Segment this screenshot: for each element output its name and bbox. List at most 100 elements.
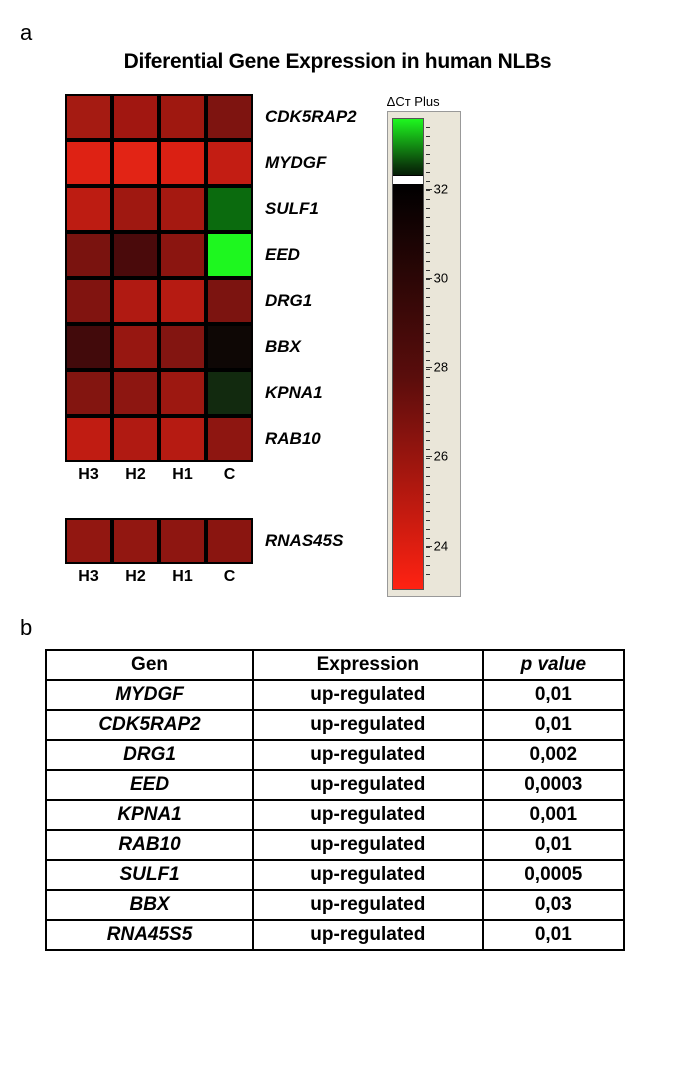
heatmap-row-label: EED <box>253 232 357 278</box>
table-cell-gene: CDK5RAP2 <box>46 710 253 740</box>
heatmap-cell <box>206 416 253 462</box>
heatmap-cell <box>159 232 206 278</box>
table-cell-expression: up-regulated <box>253 770 483 800</box>
table-cell-gene: MYDGF <box>46 680 253 710</box>
heatmap-cell <box>159 416 206 462</box>
panel-a: CDK5RAP2MYDGFSULF1EEDDRG1BBXKPNA1RAB10 H… <box>20 94 655 597</box>
colorbar-tick-label: 26 <box>434 449 448 464</box>
heatmap-x-tick: H3 <box>65 466 112 484</box>
heatmap-row-label: CDK5RAP2 <box>253 94 357 140</box>
colorbar-tick-label: 24 <box>434 538 448 553</box>
heatmap-cell <box>112 232 159 278</box>
heatmap-main: CDK5RAP2MYDGFSULF1EEDDRG1BBXKPNA1RAB10 <box>65 94 357 462</box>
table-cell-gene: EED <box>46 770 253 800</box>
heatmap-reference: RNAS45S <box>65 518 357 564</box>
heatmap-cell <box>159 140 206 186</box>
heatmap-cell <box>112 416 159 462</box>
heatmap-cell <box>112 324 159 370</box>
heatmap-row-label: SULF1 <box>253 186 357 232</box>
heatmap-cell <box>112 94 159 140</box>
heatmap-x-tick: H1 <box>159 568 206 586</box>
table-row: MYDGFup-regulated0,01 <box>46 680 624 710</box>
table-row: RAB10up-regulated0,01 <box>46 830 624 860</box>
heatmap-row-label: BBX <box>253 324 357 370</box>
heatmap-x-tick: H3 <box>65 568 112 586</box>
panel-b-label: b <box>20 615 655 641</box>
heatmap-cell <box>159 518 206 564</box>
colorbar-tick-label: 30 <box>434 270 448 285</box>
table-row: EEDup-regulated0,0003 <box>46 770 624 800</box>
heatmap-cell <box>206 140 253 186</box>
table-cell-gene: RAB10 <box>46 830 253 860</box>
heatmap-cell <box>206 232 253 278</box>
heatmap-cell <box>206 518 253 564</box>
heatmap-row-label: RNAS45S <box>253 518 357 564</box>
heatmap-cell <box>206 278 253 324</box>
table-cell-expression: up-regulated <box>253 890 483 920</box>
heatmap-x-tick: C <box>206 466 253 484</box>
heatmap-area: CDK5RAP2MYDGFSULF1EEDDRG1BBXKPNA1RAB10 H… <box>65 94 357 586</box>
table-row: DRG1up-regulated0,002 <box>46 740 624 770</box>
figure-title: Diferential Gene Expression in human NLB… <box>20 50 655 74</box>
heatmap-cell <box>65 416 112 462</box>
table-cell-gene: DRG1 <box>46 740 253 770</box>
heatmap-row-label: DRG1 <box>253 278 357 324</box>
heatmap-x-axis: H3H2H1C <box>65 466 357 484</box>
heatmap-cell <box>65 94 112 140</box>
heatmap-cell <box>112 518 159 564</box>
table-header-pvalue: p value <box>483 650 624 680</box>
heatmap-cell <box>65 370 112 416</box>
table-row: RNA45S5up-regulated0,01 <box>46 920 624 950</box>
table-header-expression: Expression <box>253 650 483 680</box>
gene-expression-table: Gen Expression p value MYDGFup-regulated… <box>45 649 625 951</box>
heatmap-cell <box>65 518 112 564</box>
heatmap-cell <box>159 94 206 140</box>
heatmap-cell <box>112 186 159 232</box>
table-row: SULF1up-regulated0,0005 <box>46 860 624 890</box>
table-header-gene: Gen <box>46 650 253 680</box>
table-cell-gene: KPNA1 <box>46 800 253 830</box>
colorbar-tick-label: 28 <box>434 360 448 375</box>
colorbar-marker <box>393 175 423 185</box>
table-cell-gene: BBX <box>46 890 253 920</box>
heatmap-cell <box>206 186 253 232</box>
table-row: CDK5RAP2up-regulated0,01 <box>46 710 624 740</box>
heatmap-cell <box>65 186 112 232</box>
table-cell-pvalue: 0,0003 <box>483 770 624 800</box>
table-cell-pvalue: 0,002 <box>483 740 624 770</box>
heatmap-row-label: MYDGF <box>253 140 357 186</box>
heatmap-ref-x-axis: H3H2H1C <box>65 568 357 586</box>
table-cell-pvalue: 0,03 <box>483 890 624 920</box>
table-cell-pvalue: 0,0005 <box>483 860 624 890</box>
heatmap-row-label: RAB10 <box>253 416 357 462</box>
table-cell-pvalue: 0,01 <box>483 710 624 740</box>
table-cell-pvalue: 0,01 <box>483 680 624 710</box>
heatmap-cell <box>112 278 159 324</box>
heatmap-cell <box>65 232 112 278</box>
table-cell-expression: up-regulated <box>253 830 483 860</box>
table-cell-gene: RNA45S5 <box>46 920 253 950</box>
table-row: BBXup-regulated0,03 <box>46 890 624 920</box>
colorbar-tick-label: 32 <box>434 181 448 196</box>
heatmap-cell <box>65 324 112 370</box>
table-cell-pvalue: 0,001 <box>483 800 624 830</box>
table-cell-expression: up-regulated <box>253 740 483 770</box>
table-cell-expression: up-regulated <box>253 920 483 950</box>
colorbar-title: ΔCᴛ Plus <box>387 94 461 109</box>
heatmap-x-tick: H1 <box>159 466 206 484</box>
colorbar <box>392 118 424 590</box>
heatmap-cell <box>159 370 206 416</box>
colorbar-ticks: 32 30 28 26 24 <box>426 118 456 588</box>
table-cell-pvalue: 0,01 <box>483 830 624 860</box>
table-cell-pvalue: 0,01 <box>483 920 624 950</box>
table-row: KPNA1up-regulated0,001 <box>46 800 624 830</box>
heatmap-cell <box>159 186 206 232</box>
heatmap-cell <box>112 140 159 186</box>
table-cell-expression: up-regulated <box>253 710 483 740</box>
heatmap-x-tick: C <box>206 568 253 586</box>
table-cell-gene: SULF1 <box>46 860 253 890</box>
heatmap-cell <box>159 324 206 370</box>
heatmap-cell <box>159 278 206 324</box>
color-legend: ΔCᴛ Plus 32 30 28 26 24 <box>387 94 461 597</box>
heatmap-cell <box>206 324 253 370</box>
